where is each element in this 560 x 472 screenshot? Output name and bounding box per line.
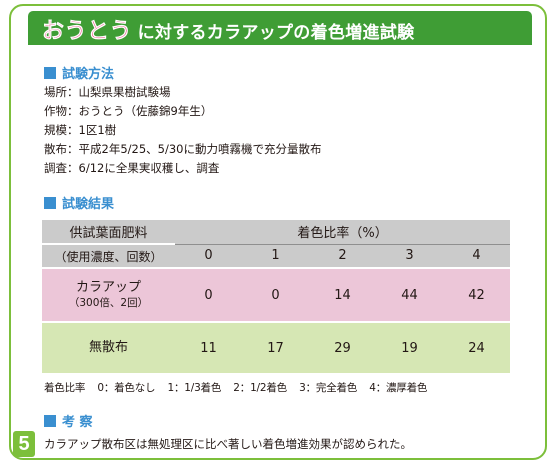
table-row: カラアップ （300倍、2回） 0 0 14 44 42 [42, 268, 511, 323]
discussion-heading-label: 考 察 [62, 415, 93, 430]
square-bullet-icon [44, 67, 56, 79]
table-row: 無散布 11 17 29 19 24 [42, 322, 511, 375]
legend-item: 0：着色なし [97, 382, 156, 394]
title-bar: おうとう に対するカラアップの着色増進試験 [28, 11, 532, 45]
discussion-text: カラアップ散布区は無処理区に比べ著しい着色増進効果が認められた。 [44, 437, 412, 451]
header-ratio-2: 2 [309, 244, 376, 269]
header-color-ratio: 着色比率（%） [175, 220, 511, 245]
row-label-control: 無散布 [42, 322, 175, 375]
header-ratio-3: 3 [376, 244, 443, 269]
table-subheader-row: （使用濃度、回数） 0 1 2 3 4 [42, 244, 511, 269]
method-line-scale: 規模：1区1樹 [44, 123, 117, 137]
legend-label: 着色比率 [44, 382, 86, 394]
header-concentration: （使用濃度、回数） [42, 244, 175, 269]
header-ratio-0: 0 [175, 244, 242, 269]
cell-value: 19 [376, 322, 443, 375]
cell-value: 44 [376, 268, 443, 323]
cell-value: 42 [443, 268, 511, 323]
header-fertilizer: 供試葉面肥料 [42, 220, 175, 245]
legend-item: 3：完全着色 [299, 382, 358, 394]
title-highlight: おうとう [42, 19, 133, 45]
square-bullet-icon [44, 415, 56, 427]
color-ratio-legend: 着色比率 0：着色なし 1：1/3着色 2：1/2着色 3：完全着色 4：濃厚着… [44, 380, 436, 395]
method-heading-label: 試験方法 [62, 67, 115, 82]
row-label-karaup-sub: （300倍、2回） [68, 296, 149, 309]
cell-value: 0 [175, 268, 242, 323]
table-header-row: 供試葉面肥料 着色比率（%） [42, 220, 511, 245]
discussion-heading: 考 察 [44, 411, 93, 430]
cell-value: 0 [242, 268, 309, 323]
cell-value: 24 [443, 322, 511, 375]
header-ratio-1: 1 [242, 244, 309, 269]
square-bullet-icon [44, 197, 56, 209]
legend-item: 2：1/2着色 [233, 382, 287, 394]
row-label-karaup: カラアップ （300倍、2回） [42, 268, 175, 323]
results-heading-label: 試験結果 [62, 197, 115, 212]
title-rest: に対するカラアップの着色増進試験 [137, 23, 415, 43]
page-number-badge: 5 [13, 431, 35, 457]
cell-value: 17 [242, 322, 309, 375]
method-heading: 試験方法 [44, 63, 114, 82]
method-line-survey: 調査：6/12に全果実収穫し、調査 [44, 161, 220, 175]
page-title: おうとう に対するカラアップの着色増進試験 [42, 13, 414, 45]
cell-value: 11 [175, 322, 242, 375]
method-line-spray: 散布：平成2年5/25、5/30に動力噴霧機で充分量散布 [44, 142, 322, 156]
cell-value: 14 [309, 268, 376, 323]
results-table: 供試葉面肥料 着色比率（%） （使用濃度、回数） 0 1 2 3 4 カラアップ… [42, 220, 511, 375]
results-heading: 試験結果 [44, 193, 114, 212]
cell-value: 29 [309, 322, 376, 375]
legend-item: 4：濃厚着色 [369, 382, 428, 394]
method-line-crop: 作物：おうとう（佐藤錦9年生） [44, 104, 213, 118]
legend-item: 1：1/3着色 [167, 382, 222, 394]
row-label-karaup-main: カラアップ [75, 279, 141, 295]
header-ratio-4: 4 [443, 244, 511, 269]
method-line-location: 場所：山梨県果樹試験場 [44, 85, 171, 99]
